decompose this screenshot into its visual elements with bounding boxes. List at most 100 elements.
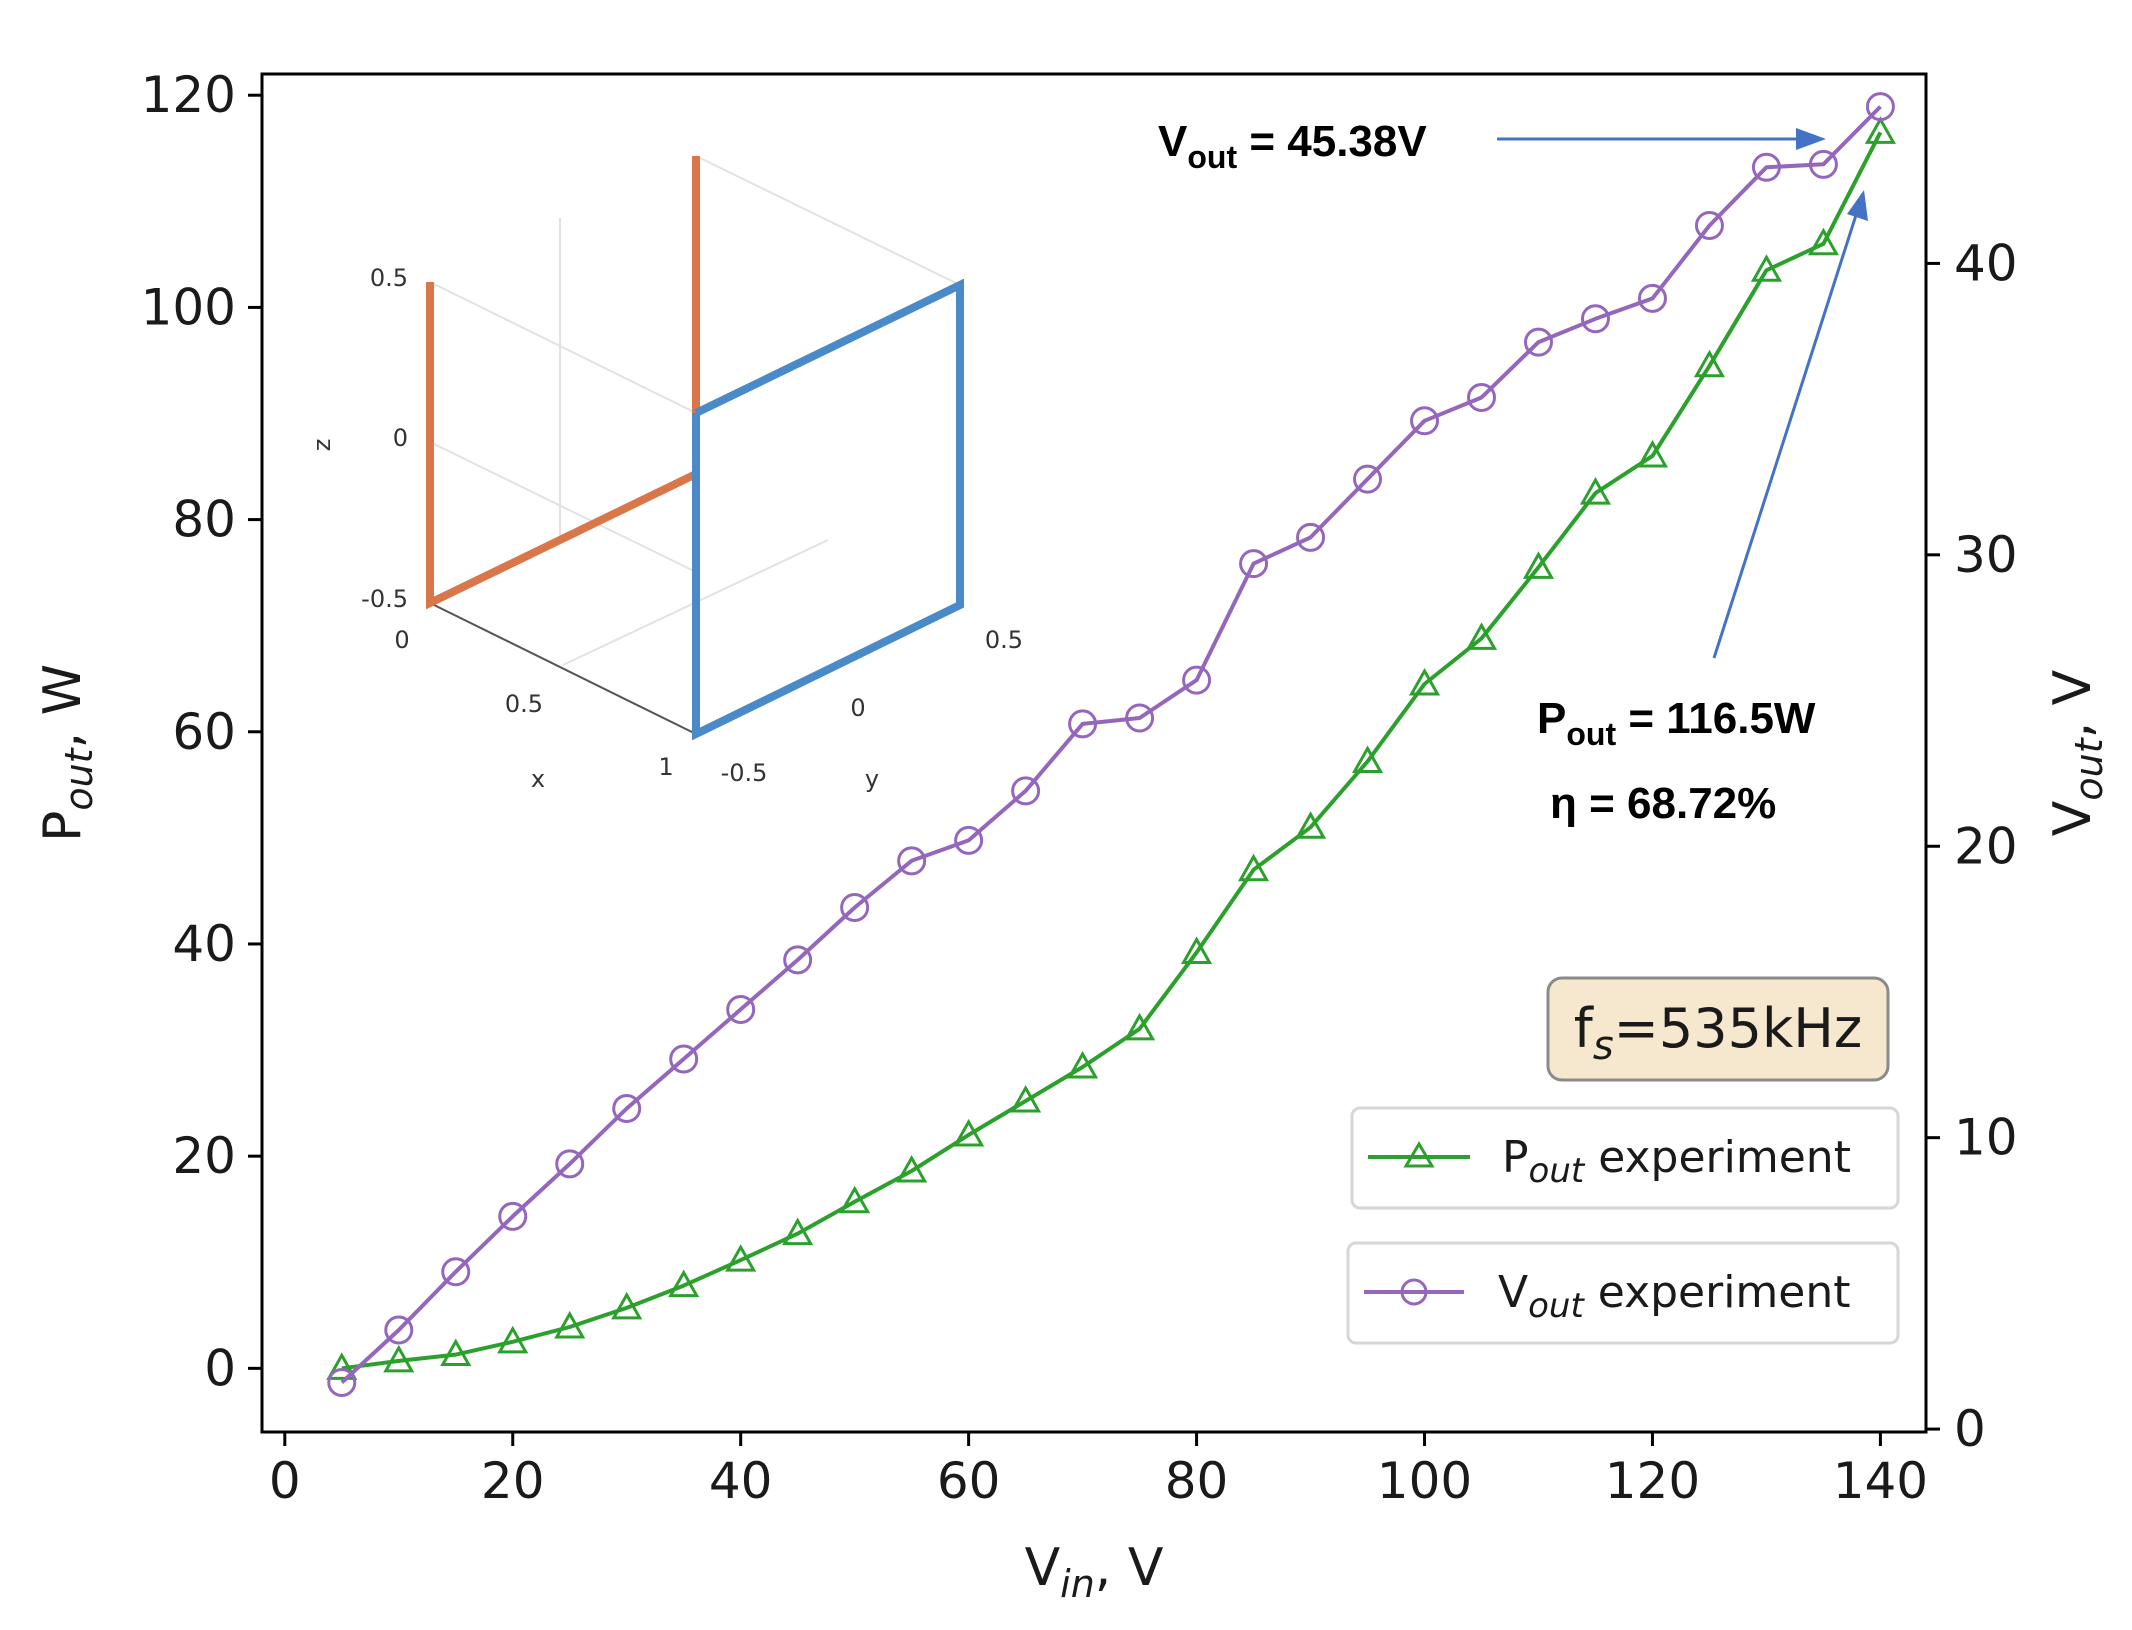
- legend-marker-vout: [1400, 1278, 1428, 1306]
- vout-annotation: Vout = 45.38V: [1158, 117, 1427, 175]
- data-point: [1067, 1050, 1099, 1079]
- x-axis-label: Vin, V: [1025, 1538, 1164, 1606]
- x-tick-label: 120: [1605, 1452, 1700, 1510]
- y-right-tick-label: 30: [1954, 526, 2018, 584]
- data-point: [1751, 152, 1781, 182]
- y-left-tick-label: 80: [172, 491, 236, 549]
- inset-y-tick: -0.5: [721, 759, 768, 787]
- data-point: [1410, 406, 1440, 436]
- data-point: [555, 1149, 585, 1179]
- inset-blue-path: [692, 278, 964, 741]
- data-point: [384, 1315, 414, 1345]
- data-point: [1124, 1012, 1156, 1041]
- x-tick-label: 60: [937, 1452, 1001, 1510]
- data-point: [725, 1244, 757, 1272]
- legend-label-vout: Vout experiment: [1498, 1267, 1851, 1326]
- x-tick-label: 20: [481, 1452, 545, 1510]
- pout-arrow-line: [1712, 211, 1859, 659]
- data-point: [1011, 776, 1041, 806]
- data-point: [1408, 667, 1441, 696]
- data-point: [783, 945, 813, 975]
- data-point: [726, 994, 756, 1024]
- legend-label-pout: Pout experiment: [1502, 1132, 1851, 1191]
- data-point: [1580, 304, 1610, 334]
- y-right-ticks: 0 10 20 30 40: [1926, 234, 2018, 1458]
- series-layer: [326, 92, 1896, 1397]
- plot-frame: [260, 72, 1928, 1434]
- data-point: [1353, 464, 1383, 494]
- y-left-tick-label: 120: [141, 66, 236, 124]
- x-tick-label: 100: [1377, 1452, 1472, 1510]
- data-point: [326, 1352, 358, 1380]
- series-circle: [327, 92, 1895, 1397]
- inset-z-label: z: [308, 439, 336, 452]
- series-triangle: [326, 116, 1896, 1380]
- data-point: [1693, 349, 1726, 378]
- data-point: [1182, 665, 1212, 695]
- data-point: [896, 1154, 928, 1183]
- data-point: [1467, 382, 1497, 412]
- legend-marker-pout: [1403, 1141, 1435, 1168]
- y-right-axis-label: Vout, V: [2043, 669, 2111, 836]
- data-point: [1010, 1084, 1042, 1113]
- series-line: [341, 131, 1883, 1371]
- pout-arrow-head: [1847, 190, 1868, 221]
- legend-box-pout: [1350, 1106, 1900, 1210]
- legend-box-vout: [1346, 1241, 1900, 1345]
- data-point: [1865, 92, 1895, 122]
- data-point: [440, 1338, 472, 1367]
- x-tick-label: 80: [1165, 1452, 1229, 1510]
- data-point: [1579, 477, 1612, 505]
- inset-x-label: x: [531, 765, 545, 793]
- data-point: [954, 825, 984, 855]
- x-tick-label: 0: [269, 1452, 301, 1510]
- y-left-tick-label: 60: [172, 703, 236, 761]
- data-point: [612, 1094, 642, 1124]
- data-point: [554, 1310, 586, 1339]
- data-point: [1694, 211, 1724, 241]
- data-point: [383, 1344, 415, 1373]
- data-point: [1181, 936, 1213, 964]
- y-right-tick-label: 0: [1954, 1400, 1986, 1458]
- y-left-axis-label: Pout, W: [33, 664, 101, 842]
- data-point: [1864, 116, 1896, 144]
- data-point: [1637, 283, 1667, 313]
- x-ticks: 0 20 40 60 80 100 120 140: [269, 1432, 1928, 1510]
- inset-z-tick: -0.5: [361, 585, 408, 613]
- data-point: [1522, 551, 1555, 579]
- x-tick-label: 40: [709, 1452, 773, 1510]
- y-right-tick-label: 40: [1954, 234, 2018, 292]
- data-point: [1068, 709, 1098, 739]
- inset-y-label: y: [865, 765, 879, 793]
- data-point: [327, 1367, 357, 1397]
- data-point: [839, 1185, 871, 1214]
- data-point: [1296, 522, 1326, 552]
- data-point: [1808, 149, 1838, 179]
- data-point: [1237, 853, 1270, 882]
- inset-x-tick: 0: [394, 626, 409, 654]
- data-point: [840, 892, 870, 922]
- frequency-box: [1546, 976, 1890, 1082]
- y-left-tick-label: 40: [172, 915, 236, 973]
- inset-3d-plot: 0.5 0 -0.5 z 0 0.5 1 x -0.5 0 0.5 y: [308, 155, 1023, 793]
- data-point: [1465, 622, 1498, 650]
- data-point: [497, 1325, 529, 1354]
- data-point: [1239, 549, 1269, 579]
- inset-z-tick: 0.5: [370, 264, 408, 292]
- inset-x-tick: 1: [658, 753, 673, 781]
- data-point: [1351, 745, 1384, 773]
- y-right-tick-label: 20: [1954, 817, 2018, 875]
- legend: Pout experiment Vout experiment: [1346, 1106, 1900, 1345]
- data-point: [1750, 254, 1783, 282]
- vout-arrow-head: [1796, 128, 1826, 150]
- inset-x-tick: 0.5: [505, 690, 543, 718]
- frequency-annotation: fs=535kHz: [1574, 997, 1862, 1069]
- inset-y-tick: 0: [850, 694, 865, 722]
- data-point: [441, 1257, 471, 1287]
- series-line: [340, 105, 1882, 1384]
- y-left-ticks: 0 20 40 60 80 100 120: [141, 66, 262, 1397]
- y-right-tick-label: 10: [1954, 1109, 2018, 1167]
- data-point: [611, 1291, 643, 1320]
- efficiency-annotation: η = 68.72%: [1550, 779, 1776, 828]
